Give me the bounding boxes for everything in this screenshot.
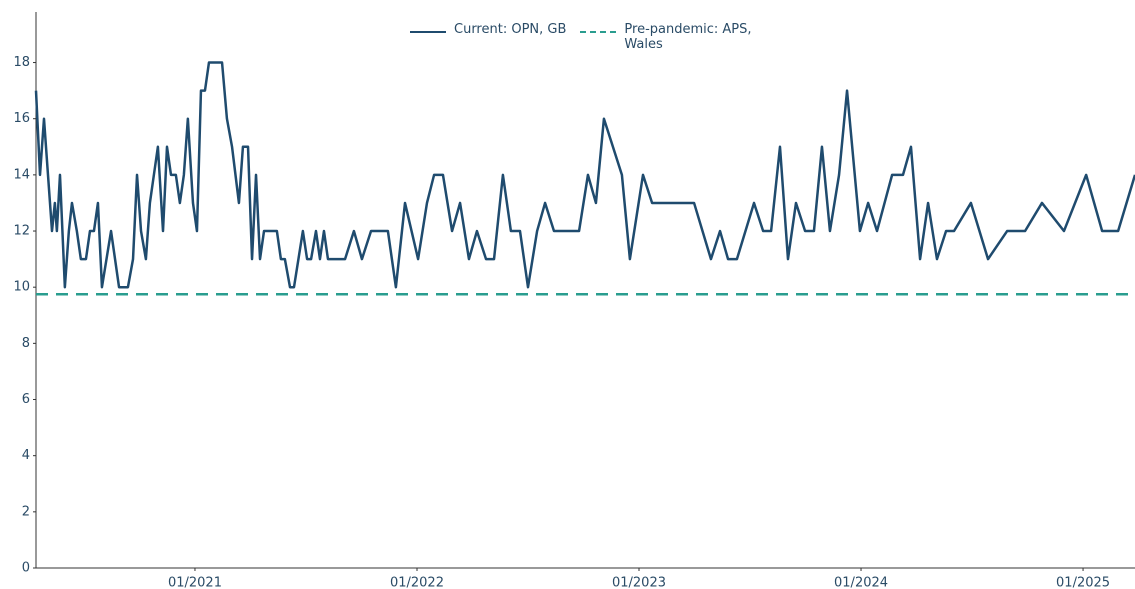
x-tick-label: 01/2025	[1056, 576, 1110, 589]
legend-label: Current: OPN, GB	[454, 22, 567, 37]
y-tick-label: 4	[22, 448, 30, 463]
y-tick-label: 10	[13, 280, 30, 295]
y-tick-label: 2	[22, 504, 30, 519]
legend-swatch	[410, 31, 446, 33]
legend-swatch	[580, 31, 617, 33]
y-tick-label: 18	[13, 55, 30, 70]
y-tick-label: 16	[13, 111, 30, 126]
x-tick-label: 01/2023	[612, 576, 666, 589]
series-line	[34, 61, 1135, 289]
x-tick-label: 01/2024	[834, 576, 888, 589]
legend: Current: OPN, GB Pre-pandemic: APS, Wales	[410, 22, 774, 52]
y-tick-label: 6	[22, 392, 30, 407]
y-tick-label: 0	[22, 561, 30, 576]
x-tick-label: 01/2022	[390, 576, 444, 589]
x-tick-label: 01/2021	[168, 576, 222, 589]
y-tick-label: 14	[13, 167, 30, 182]
legend-item[interactable]: Pre-pandemic: APS, Wales	[580, 22, 774, 52]
y-tick-label: 12	[13, 224, 30, 239]
legend-item[interactable]: Current: OPN, GB	[410, 22, 566, 52]
y-tick-label: 8	[22, 336, 30, 351]
legend-label: Pre-pandemic: APS, Wales	[624, 22, 752, 52]
